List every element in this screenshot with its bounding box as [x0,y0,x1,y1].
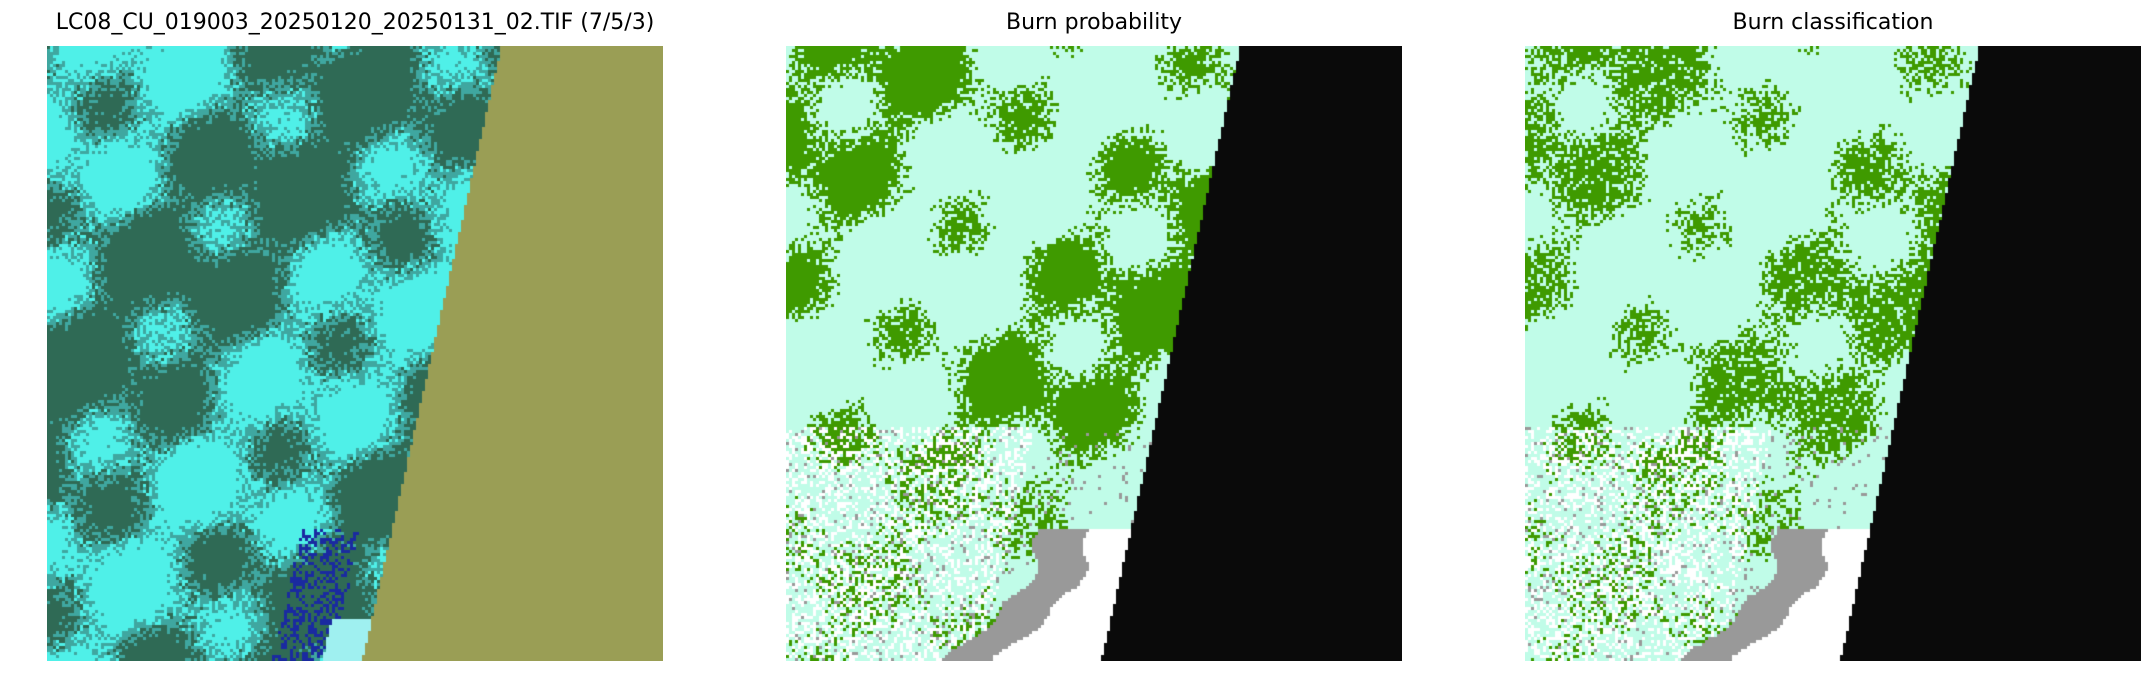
panel-title-burn-probability: Burn probability [1005,10,1182,35]
burn-probability-image [786,46,1402,661]
panel-title-burn-classification: Burn classification [1732,10,1934,35]
panel-title-composite: LC08_CU_019003_20250120_20250131_02.TIF … [55,10,655,35]
burn-classification-image [1525,46,2141,661]
composite-image [47,46,663,661]
